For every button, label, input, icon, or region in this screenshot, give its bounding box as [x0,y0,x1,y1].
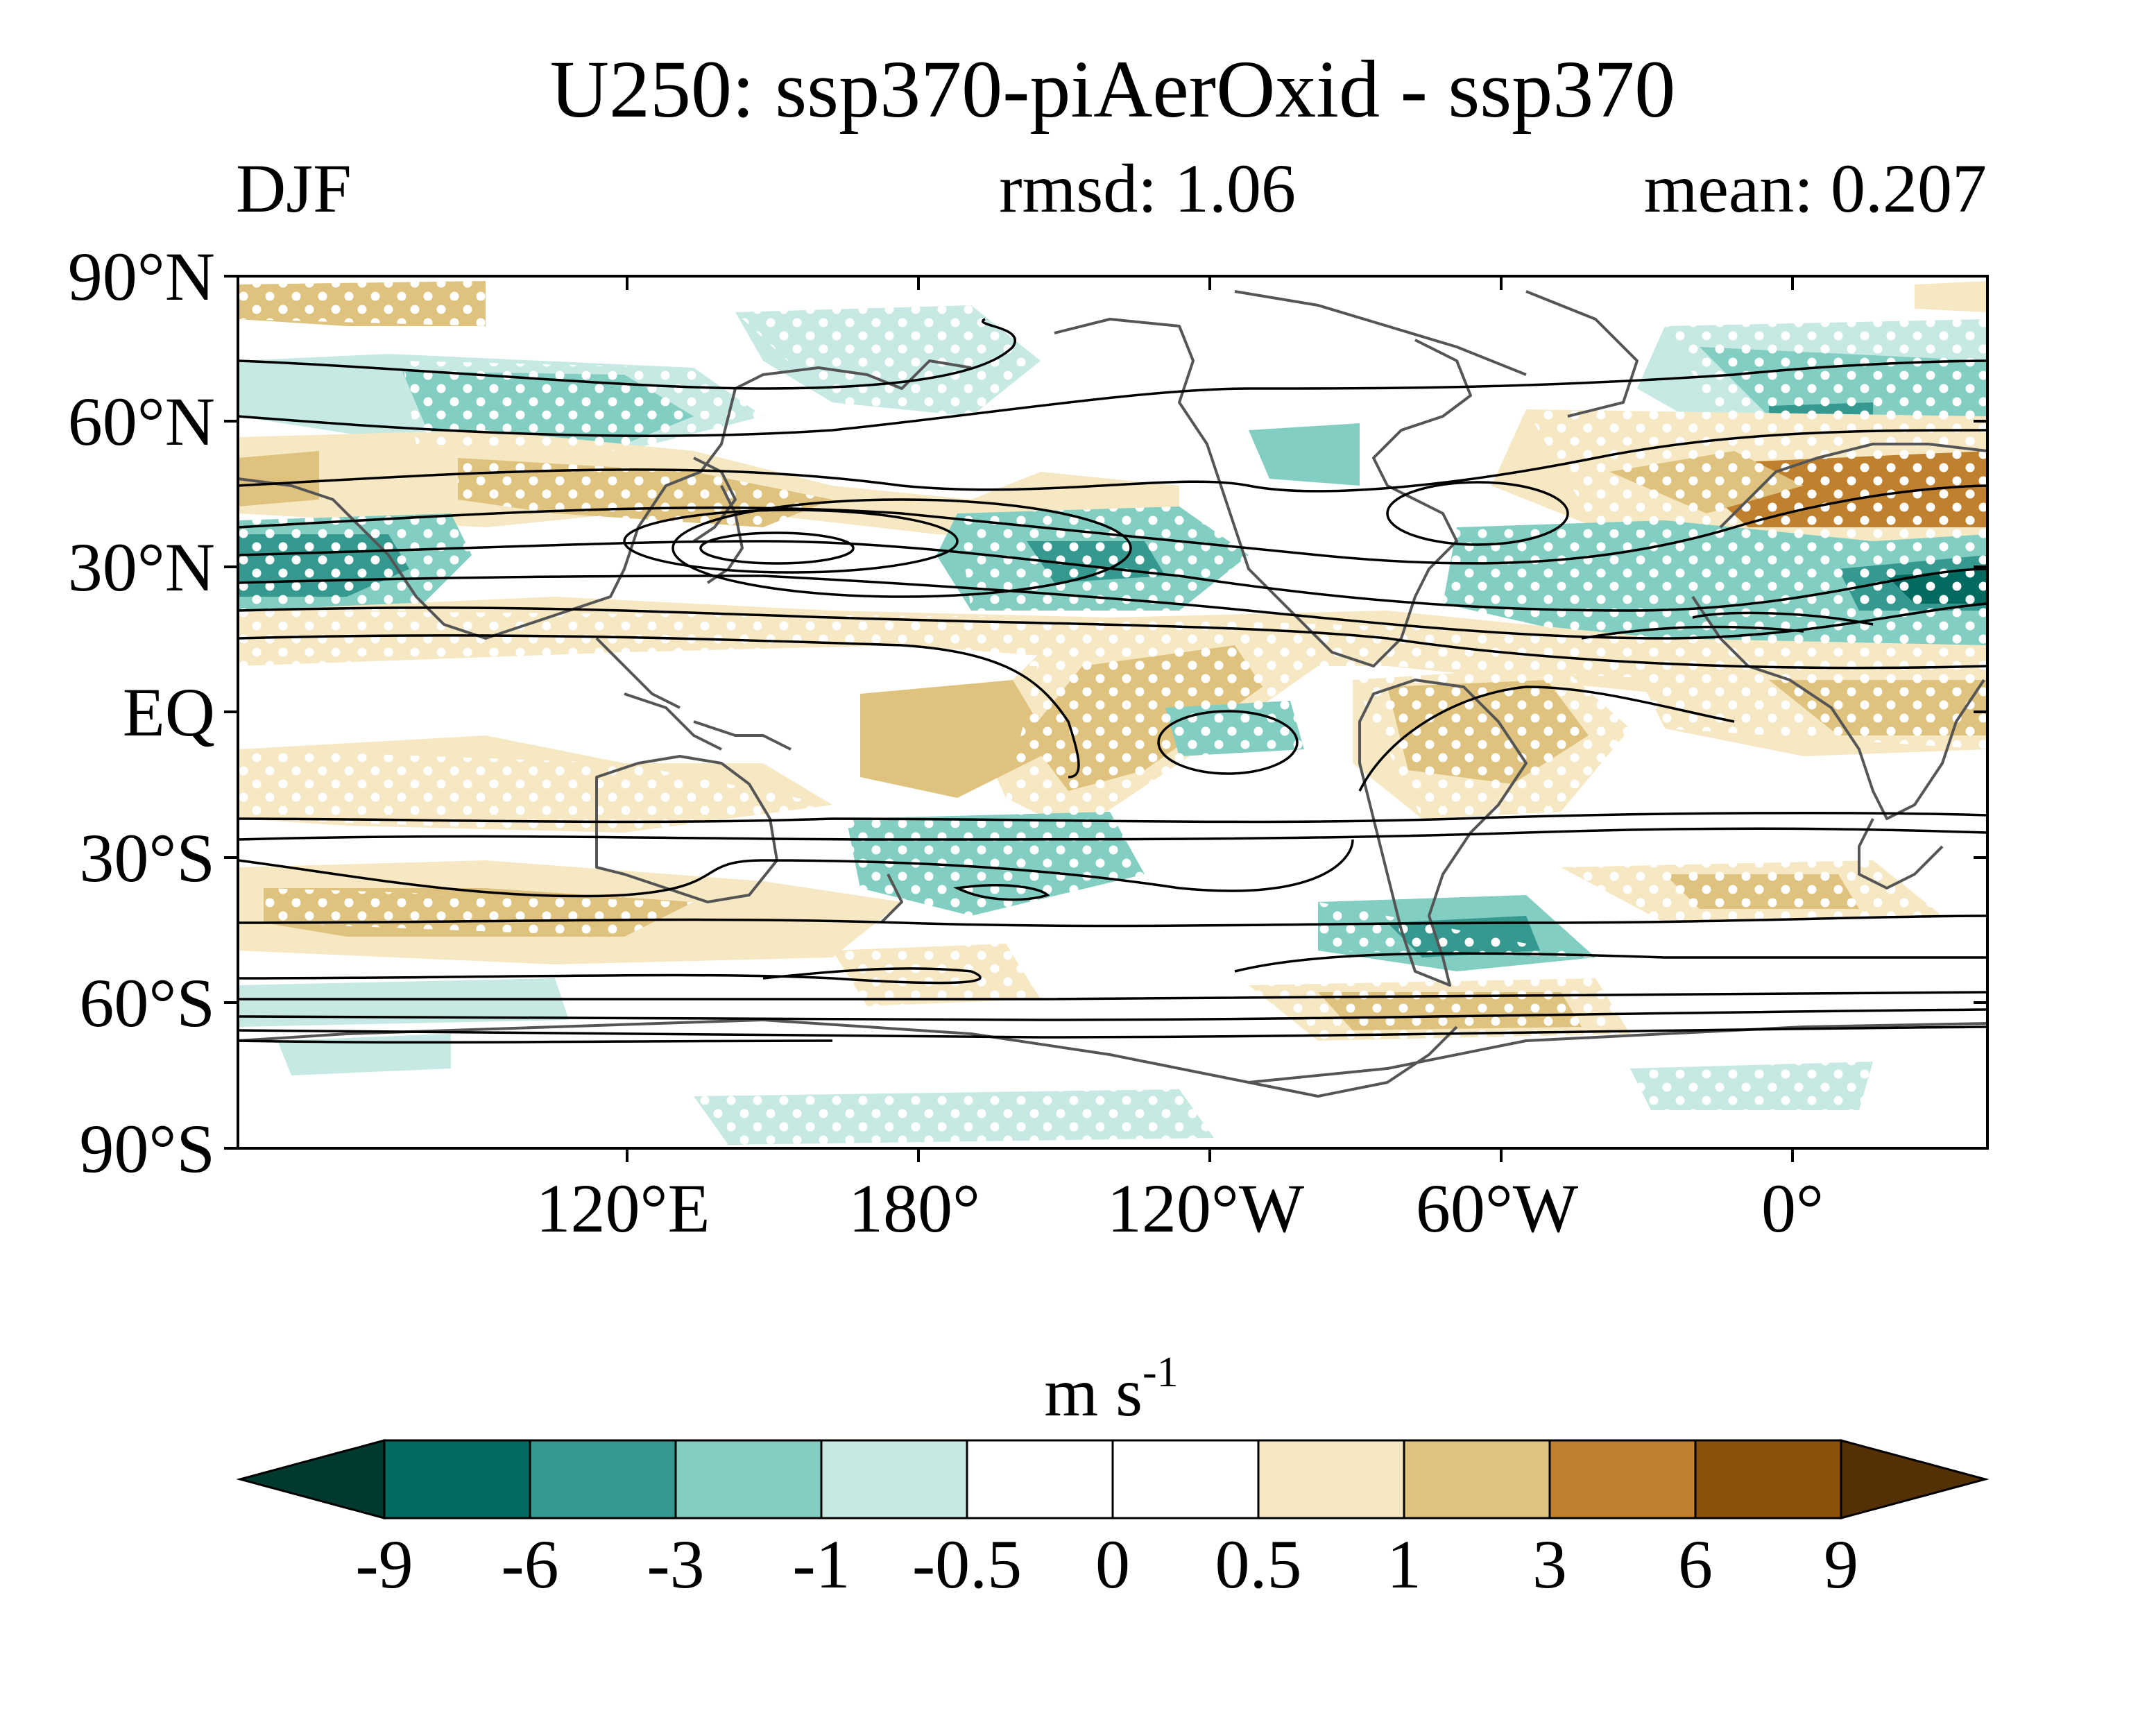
colorbar-cell [1111,1439,1260,1519]
lat-label: 60°S [79,964,215,1041]
lat-label: 60°N [68,383,215,460]
colorbar-cell [674,1439,823,1519]
colorbar-tick-label: 1 [1387,1526,1421,1603]
colorbar-cell [1694,1439,1842,1519]
coastlines [238,290,1987,1098]
colorbar-tick-label: 0.5 [1215,1526,1302,1603]
colorbar-arrow-low [236,1439,386,1519]
colorbar-tick-label: 6 [1678,1526,1713,1603]
lat-label: EQ [123,674,215,751]
map-panel [224,275,1989,1162]
climatology-contours [238,318,1987,1044]
colorbar-tick-label: 3 [1532,1526,1567,1603]
colorbar-tick-label: 0 [1095,1526,1130,1603]
lon-labels: 120°E 180° 120°W 60°W 0° [536,1170,1824,1247]
anomaly-region [1249,423,1360,486]
axis-ticks [224,275,1987,1162]
lat-label: 90°S [79,1110,215,1187]
rmsd-label: rmsd: 1.06 [999,150,1296,227]
anomaly-region [1915,281,1987,312]
lat-label: 30°S [79,819,215,896]
colorbar-tick-label: -0.5 [912,1526,1022,1603]
colorbar-tick-label: -1 [792,1526,850,1603]
colorbar-cell [966,1439,1114,1519]
colorbar-labels: -9 -6 -3 -1 -0.5 0 0.5 1 3 6 9 [355,1526,1858,1603]
lon-label: 60°W [1416,1170,1579,1247]
colorbar-cell [1548,1439,1697,1519]
colorbar-tick-label: -9 [355,1526,413,1603]
colorbar-cells [236,1439,1990,1519]
colorbar: m s-1 -9 -6 -3 -1 -0.5 0 0.5 1 3 6 9 [236,1349,1990,1603]
colorbar-unit: m s-1 [1044,1349,1178,1431]
lon-label: 0° [1761,1170,1824,1247]
mean-label: mean: 0.207 [1644,150,1987,227]
anomaly-region [277,1034,451,1075]
anomaly-region [238,978,569,1027]
anomaly-region [860,680,1054,798]
figure-title: U250: ssp370-piAerOxid - ssp370 [550,44,1675,135]
lon-label: 120°E [536,1170,710,1247]
colorbar-tick-label: 9 [1824,1526,1858,1603]
lat-label: 30°N [68,529,215,606]
lat-labels: 90°N 60°N 30°N EQ 30°S 60°S 90°S [68,238,215,1187]
colorbar-cell [820,1439,968,1519]
lon-label: 180° [848,1170,980,1247]
season-label: DJF [236,150,352,227]
anomaly-region [238,451,319,506]
colorbar-cell [1257,1439,1405,1519]
colorbar-tick-label: -6 [501,1526,558,1603]
colorbar-arrow-high [1840,1439,1990,1519]
colorbar-cell [1403,1439,1551,1519]
colorbar-cell [383,1439,531,1519]
colorbar-tick-label: -3 [647,1526,704,1603]
colorbar-cell [529,1439,677,1519]
lat-label: 90°N [68,238,215,315]
lon-label: 120°W [1107,1170,1305,1247]
